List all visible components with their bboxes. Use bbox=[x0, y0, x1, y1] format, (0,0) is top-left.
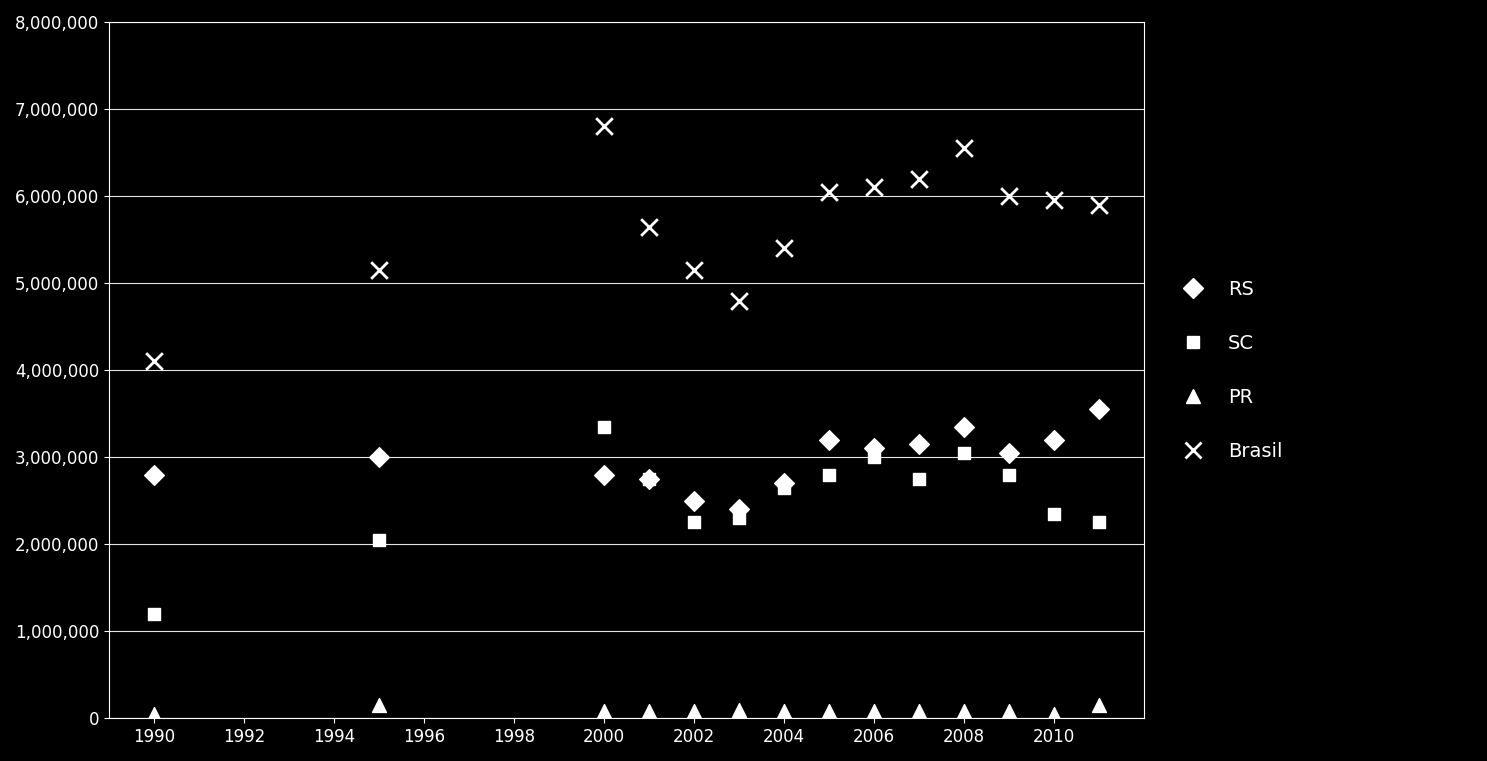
Brasil bbox=[727, 295, 751, 307]
PR bbox=[862, 705, 886, 718]
PR bbox=[1042, 708, 1066, 720]
SC bbox=[907, 473, 931, 485]
RS bbox=[683, 495, 706, 507]
SC bbox=[772, 482, 796, 494]
PR bbox=[816, 705, 840, 718]
Brasil bbox=[772, 242, 796, 254]
SC bbox=[683, 517, 706, 529]
SC bbox=[1042, 508, 1066, 520]
RS bbox=[143, 469, 167, 481]
Brasil bbox=[683, 264, 706, 276]
SC bbox=[367, 533, 391, 546]
PR bbox=[1087, 699, 1111, 712]
RS bbox=[636, 473, 660, 485]
RS bbox=[592, 469, 616, 481]
PR bbox=[683, 705, 706, 718]
PR bbox=[952, 705, 975, 718]
Brasil bbox=[1042, 194, 1066, 206]
Brasil bbox=[998, 190, 1022, 202]
SC bbox=[143, 608, 167, 620]
Legend: RS, SC, PR, Brasil: RS, SC, PR, Brasil bbox=[1164, 270, 1292, 470]
RS bbox=[816, 434, 840, 446]
SC bbox=[1087, 517, 1111, 529]
SC bbox=[998, 469, 1022, 481]
PR bbox=[636, 705, 660, 718]
SC bbox=[816, 469, 840, 481]
PR bbox=[772, 705, 796, 718]
RS bbox=[727, 503, 751, 515]
Brasil bbox=[862, 181, 886, 193]
PR bbox=[592, 705, 616, 718]
Brasil bbox=[816, 186, 840, 198]
SC bbox=[862, 451, 886, 463]
RS bbox=[1087, 403, 1111, 416]
SC bbox=[592, 421, 616, 433]
Brasil bbox=[1087, 199, 1111, 211]
RS bbox=[1042, 434, 1066, 446]
PR bbox=[143, 708, 167, 720]
Brasil bbox=[952, 142, 975, 154]
RS bbox=[862, 442, 886, 454]
Brasil bbox=[367, 264, 391, 276]
Brasil bbox=[907, 173, 931, 185]
SC bbox=[952, 447, 975, 459]
PR bbox=[907, 705, 931, 718]
SC bbox=[727, 512, 751, 524]
SC bbox=[636, 473, 660, 485]
Brasil bbox=[143, 355, 167, 368]
Brasil bbox=[636, 221, 660, 233]
PR bbox=[727, 703, 751, 715]
RS bbox=[367, 451, 391, 463]
PR bbox=[367, 699, 391, 712]
RS bbox=[998, 447, 1022, 459]
PR bbox=[998, 705, 1022, 718]
Brasil bbox=[592, 120, 616, 132]
RS bbox=[952, 421, 975, 433]
RS bbox=[772, 477, 796, 489]
RS bbox=[907, 438, 931, 451]
